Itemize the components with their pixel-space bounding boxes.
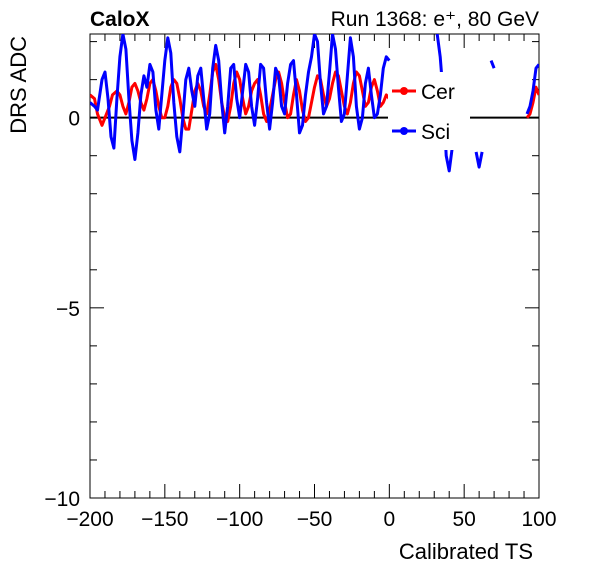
- series-layer: [90, 34, 539, 173]
- x-tick-labels: −200 −150 −100 −50 0 50 100: [66, 508, 556, 531]
- plot-area: [89, 33, 540, 499]
- legend-marker-cer: [400, 87, 408, 95]
- x-tick-label: 50: [452, 508, 475, 531]
- x-tick-label: 100: [521, 508, 556, 531]
- x-tick-label: −200: [66, 508, 113, 531]
- y-tick-labels: −10 −5 0: [44, 108, 80, 511]
- x-axis-label: Calibrated TS: [399, 539, 533, 564]
- y-tick-label: −5: [56, 298, 80, 321]
- legend-box: [388, 72, 470, 150]
- x-tick-label: −100: [216, 508, 263, 531]
- chart-title-left: CaloX: [90, 8, 150, 31]
- x-tick-label: 0: [383, 508, 395, 531]
- legend-marker-sci: [400, 127, 408, 135]
- x-tick-label: −50: [297, 508, 333, 531]
- y-tick-label: 0: [68, 108, 80, 131]
- chart-title-right: Run 1368: e⁺, 80 GeV: [331, 8, 539, 31]
- y-axis-label: DRS ADC: [6, 36, 31, 134]
- y-tick-label: −10: [44, 488, 80, 511]
- x-tick-label: −150: [141, 508, 188, 531]
- legend-label-cer: Cer: [421, 81, 455, 104]
- legend-label-sci: Sci: [421, 121, 450, 144]
- legend: Cer Sci: [388, 72, 470, 150]
